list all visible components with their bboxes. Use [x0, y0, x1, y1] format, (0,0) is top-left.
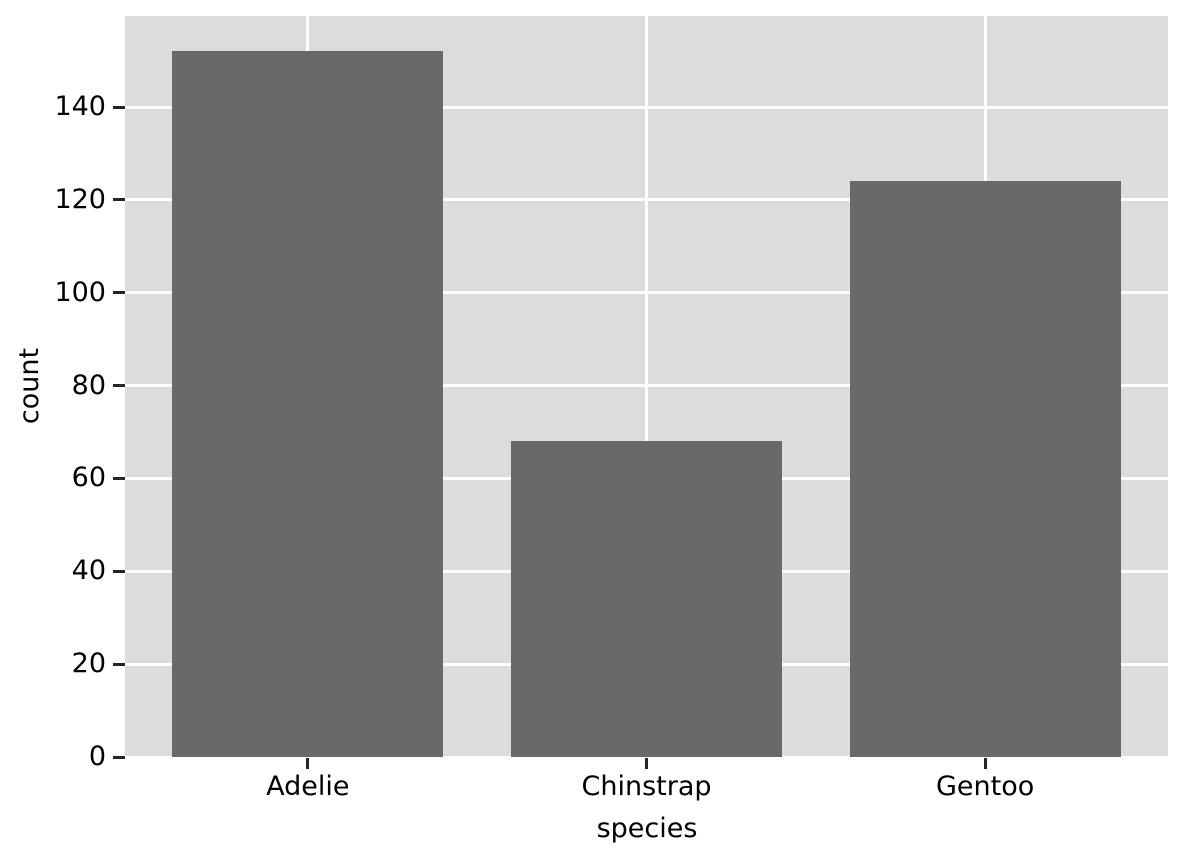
x-tick-label-adelie: Adelie	[266, 771, 350, 802]
y-tick-label-80: 80	[71, 369, 106, 401]
bar-chinstrap	[511, 441, 782, 757]
gridline-horizontal-0	[125, 755, 1168, 759]
y-tick-label-0: 0	[88, 741, 106, 772]
y-tick-label-60: 60	[71, 462, 106, 494]
x-tick-mark-chinstrap	[645, 758, 648, 769]
y-tick-label-20: 20	[71, 648, 106, 680]
y-tick-label-140: 140	[54, 91, 106, 122]
plot-area	[125, 16, 1168, 759]
y-tick-label-120: 120	[54, 183, 106, 215]
y-tick-label-40: 40	[71, 555, 106, 587]
y-tick-mark-40	[113, 569, 125, 573]
y-tick-mark-140	[113, 105, 125, 109]
x-axis-label: species	[596, 813, 698, 844]
y-tick-label-100: 100	[54, 276, 106, 308]
gridline-vertical-chinstrap	[645, 16, 648, 757]
bar-adelie	[172, 51, 444, 757]
y-tick-mark-20	[113, 662, 125, 666]
x-tick-label-gentoo: Gentoo	[935, 771, 1035, 802]
x-tick-label-chinstrap: Chinstrap	[581, 771, 712, 802]
x-tick-mark-gentoo	[983, 758, 987, 769]
y-tick-mark-100	[113, 291, 125, 295]
y-axis-label: count	[14, 347, 45, 425]
y-tick-mark-60	[113, 476, 125, 480]
bar-gentoo	[849, 181, 1121, 757]
y-tick-mark-120	[113, 198, 125, 202]
y-tick-mark-0	[113, 755, 125, 759]
x-tick-mark-adelie	[306, 758, 310, 769]
y-tick-mark-80	[113, 384, 125, 388]
